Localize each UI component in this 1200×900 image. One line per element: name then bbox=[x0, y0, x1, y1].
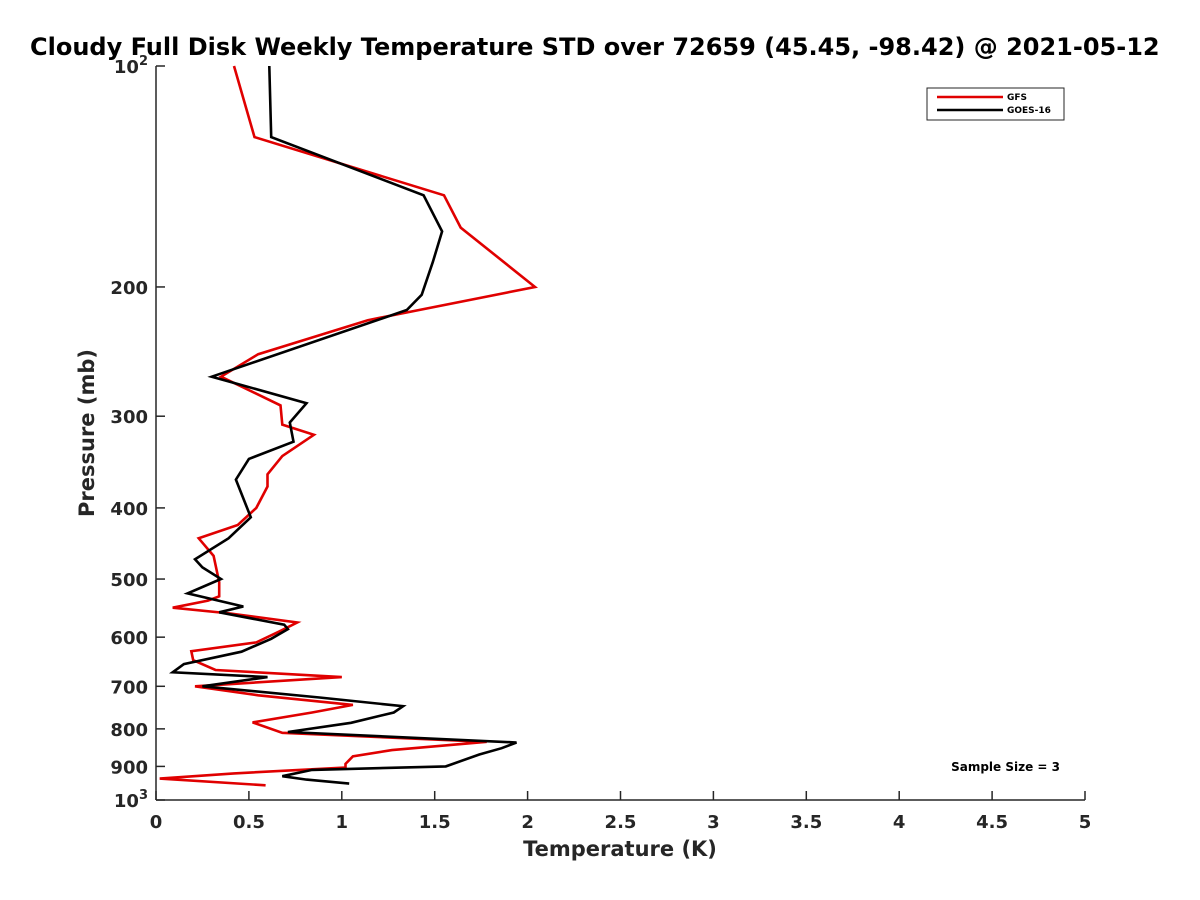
y-tick-label-base: 800 bbox=[110, 720, 148, 741]
y-tick-label: 800 bbox=[110, 720, 148, 741]
y-tick-label-exponent: 2 bbox=[139, 54, 148, 69]
x-tick-label: 0.5 bbox=[233, 812, 265, 833]
y-tick-label: 103 bbox=[114, 788, 148, 812]
x-tick-label: 0 bbox=[150, 812, 163, 833]
x-tick-label: 2 bbox=[521, 812, 534, 833]
y-tick-label-base: 200 bbox=[110, 278, 148, 299]
series-layer bbox=[159, 65, 538, 787]
x-axis-ticks: 0 0.5 1 1.5 2 2.5 3 3.5 4 4.5 5 bbox=[150, 791, 1092, 833]
x-tick-label: 2.5 bbox=[605, 812, 637, 833]
axes bbox=[155, 66, 1085, 801]
x-tick-label: 1.5 bbox=[419, 812, 451, 833]
y-tick-label-base: 10 bbox=[114, 57, 139, 78]
chart-title: Cloudy Full Disk Weekly Temperature STD … bbox=[30, 33, 1160, 61]
y-tick-label-base: 500 bbox=[110, 570, 148, 591]
x-tick-label: 3.5 bbox=[790, 812, 822, 833]
x-tick-label: 5 bbox=[1079, 812, 1092, 833]
y-tick-label-base: 700 bbox=[110, 677, 148, 698]
y-tick-label-base: 400 bbox=[110, 499, 148, 520]
series-line-gfs bbox=[159, 65, 538, 787]
x-tick-label: 4 bbox=[893, 812, 906, 833]
y-tick-label: 300 bbox=[110, 407, 148, 428]
x-tick-label: 1 bbox=[336, 812, 349, 833]
y-tick-label: 600 bbox=[110, 628, 148, 649]
legend: GFS GOES-16 bbox=[926, 87, 1065, 121]
y-tick-label: 102 bbox=[114, 54, 148, 78]
y-tick-label: 400 bbox=[110, 499, 148, 520]
y-tick-label-base: 10 bbox=[114, 791, 139, 812]
y-tick-label: 200 bbox=[110, 278, 148, 299]
y-tick-label: 700 bbox=[110, 677, 148, 698]
legend-box bbox=[926, 87, 1065, 121]
y-tick-label-base: 300 bbox=[110, 407, 148, 428]
x-tick-label: 3 bbox=[707, 812, 720, 833]
y-tick-label-base: 600 bbox=[110, 628, 148, 649]
y-axis-label: Pressure (mb) bbox=[75, 349, 99, 517]
y-tick-label: 500 bbox=[110, 570, 148, 591]
y-tick-label-base: 900 bbox=[110, 757, 148, 778]
series-line-goes16 bbox=[168, 65, 517, 785]
x-tick-label: 4.5 bbox=[976, 812, 1008, 833]
x-axis-label: Temperature (K) bbox=[523, 837, 717, 861]
legend-entry-gfs: GFS bbox=[1007, 93, 1027, 103]
legend-entry-goes16: GOES-16 bbox=[1007, 106, 1051, 116]
y-tick-label-exponent: 3 bbox=[139, 788, 148, 803]
sample-size-annotation: Sample Size = 3 bbox=[951, 760, 1060, 774]
y-tick-label: 900 bbox=[110, 757, 148, 778]
